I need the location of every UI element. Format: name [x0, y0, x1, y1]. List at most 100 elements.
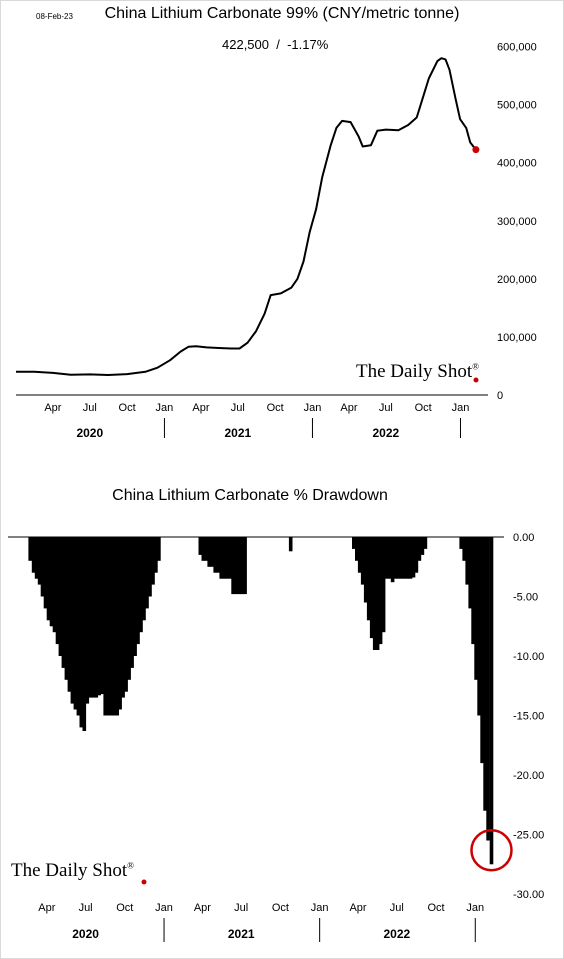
drawdown-bar	[61, 537, 66, 668]
drawdown-bar	[133, 537, 137, 656]
drawdown-bar	[94, 537, 99, 698]
drawdown-bar	[85, 537, 90, 704]
logo-text: The Daily Shot	[11, 860, 128, 881]
drawdown-bar	[414, 537, 419, 573]
year-label: 2022	[383, 927, 410, 941]
drawdown-bar	[127, 537, 131, 680]
logo-text: The Daily Shot	[356, 361, 473, 382]
latest-change: -1.17%	[287, 37, 329, 52]
y-tick-label: -10.00	[513, 651, 544, 663]
daily-shot-logo-bottom: The Daily Shot®	[11, 860, 134, 882]
y-tick-label: 400,000	[497, 158, 537, 170]
drawdown-bar	[142, 537, 146, 621]
y-tick-label: 300,000	[497, 216, 537, 228]
drawdown-bar	[225, 537, 229, 579]
drawdown-bar	[124, 537, 128, 692]
drawdown-bar	[405, 537, 410, 579]
drawdown-bar	[201, 537, 206, 561]
x-tick-label: Oct	[119, 402, 136, 414]
drawdown-bar	[399, 537, 404, 579]
y-tick-label: 500,000	[497, 100, 537, 112]
drawdown-bar	[489, 537, 494, 865]
date-stamp: 08-Feb-23	[36, 12, 73, 21]
drawdown-bar	[237, 537, 241, 595]
latest-value-readout: 422,500 / -1.17%	[222, 37, 328, 52]
drawdown-bar	[375, 537, 380, 650]
y-tick-label: -15.00	[513, 711, 544, 723]
y-tick-label: -5.00	[513, 592, 538, 604]
drawdown-bar	[366, 537, 371, 621]
drawdown-bar	[234, 537, 238, 595]
drawdown-bar	[363, 537, 368, 603]
y-tick-label: 100,000	[497, 332, 537, 344]
x-tick-label: Jan	[156, 402, 174, 414]
drawdown-bar	[417, 537, 422, 561]
drawdown-bar	[474, 537, 478, 680]
drawdown-bar	[480, 537, 484, 764]
year-label: 2021	[224, 426, 251, 440]
drawdown-bar	[151, 537, 155, 585]
drawdown-bar	[381, 537, 386, 633]
highlight-circle	[470, 829, 513, 872]
year-label: 2020	[72, 927, 99, 941]
x-tick-label: Jul	[234, 902, 248, 914]
drawdown-bar	[136, 537, 140, 645]
drawdown-bar	[384, 537, 389, 579]
drawdown-bar	[31, 537, 36, 573]
x-tick-label: Jan	[155, 902, 173, 914]
drawdown-bar	[55, 537, 60, 645]
drawdown-bar	[477, 537, 481, 716]
year-label: 2022	[373, 426, 400, 440]
chart-1-title: China Lithium Carbonate 99% (CNY/metric …	[104, 5, 460, 22]
drawdown-bar	[154, 537, 158, 573]
drawdown-bar	[91, 537, 96, 698]
y-tick-label: -25.00	[513, 830, 544, 842]
stat-separator: /	[276, 37, 280, 52]
drawdown-bar	[459, 537, 463, 549]
drawdown-bar	[34, 537, 39, 579]
x-tick-label: Oct	[116, 902, 133, 914]
drawdown-bar	[49, 537, 54, 627]
drawdown-bar	[360, 537, 365, 585]
drawdown-bar	[103, 537, 107, 716]
x-tick-label: Jan	[452, 402, 470, 414]
y-tick-label: 0	[497, 390, 503, 402]
x-tick-label: Apr	[192, 402, 209, 414]
logo-dot	[141, 879, 147, 885]
y-tick-label: 600,000	[497, 42, 537, 54]
drawdown-bar	[402, 537, 407, 579]
y-tick-label: -20.00	[513, 770, 544, 782]
drawdown-bar	[82, 537, 87, 731]
price-line	[16, 57, 477, 376]
drawdown-bar	[483, 537, 487, 811]
drawdown-bar	[109, 537, 113, 716]
drawdown-bar	[145, 537, 149, 609]
drawdown-bar	[148, 537, 152, 597]
drawdown-bar	[40, 537, 45, 597]
drawdown-bar	[228, 537, 232, 579]
drawdown-bar	[52, 537, 57, 633]
logo-mark: ®	[472, 361, 479, 372]
drawdown-bar	[462, 537, 466, 561]
drawdown-bar	[130, 537, 134, 668]
drawdown-bar	[420, 537, 425, 555]
drawdown-bar	[121, 537, 125, 698]
drawdown-bar	[46, 537, 51, 621]
x-tick-label: Jan	[466, 902, 484, 914]
drawdown-bar	[352, 537, 356, 549]
drawdown-bar	[393, 537, 398, 579]
drawdown-bar	[465, 537, 469, 585]
last-value-marker	[472, 146, 480, 154]
drawdown-bar	[70, 537, 75, 704]
latest-value: 422,500	[222, 37, 269, 52]
year-label: 2020	[76, 426, 103, 440]
drawdown-bar	[222, 537, 226, 579]
x-tick-label: Jul	[379, 402, 393, 414]
drawdown-bar	[115, 537, 119, 716]
drawdown-bar	[37, 537, 42, 585]
x-tick-label: Jul	[231, 402, 245, 414]
drawdown-bar	[64, 537, 69, 680]
logo-mark: ®	[127, 860, 134, 871]
drawdown-bar	[216, 537, 220, 573]
